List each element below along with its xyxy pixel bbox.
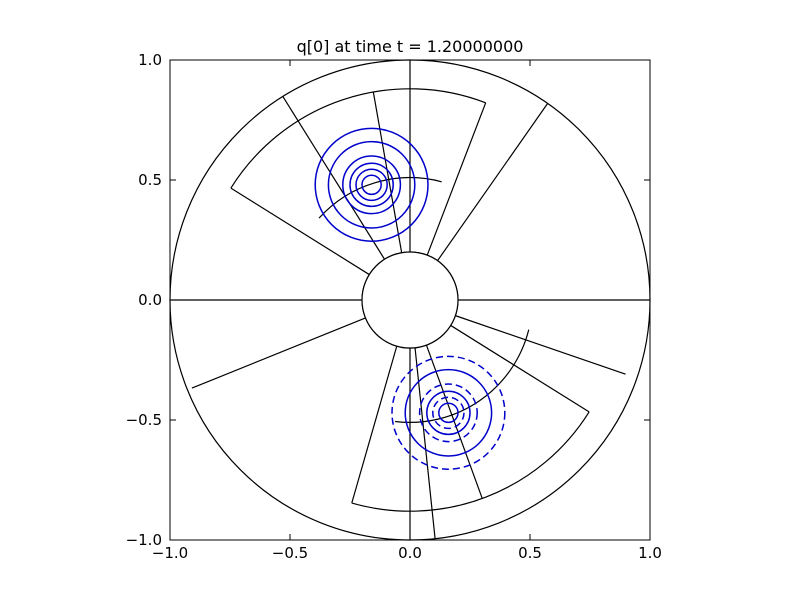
x-tick-label: 0.0 [398,544,422,562]
contour-line [342,155,402,215]
patch-inner-arc [395,329,530,423]
contour-line [418,383,478,443]
y-tick-label: −1.0 [126,531,162,549]
contour-line [314,127,429,242]
x-tick-label: −1.0 [152,544,188,562]
contour-line [426,390,471,436]
x-tick-label: 0.5 [518,544,542,562]
mesh-radial-line [455,315,626,375]
x-axis-ticks: −1.0 −0.5 0.0 0.5 1.0 [152,60,662,562]
patch-edge-line [351,345,398,504]
y-tick-label: −0.5 [126,411,162,429]
mesh-radial-line [414,347,436,539]
contour-line [432,396,465,430]
contour-line [404,368,493,457]
contour-line [361,174,382,196]
contour-line [327,140,416,229]
contour-line [438,402,459,424]
y-tick-label: 0.0 [138,291,162,309]
patch-inner-arc [318,177,442,219]
chart-title: q[0] at time t = 1.20000000 [297,37,524,56]
plot-content [169,59,651,541]
mesh-radial-line [425,344,483,499]
patch-edge-line [450,324,590,413]
y-axis-ticks: −1.0 −0.5 0.0 0.5 1.0 [126,51,650,549]
patch-edge-line [230,187,370,276]
mesh-radial-line [372,91,403,253]
inner-boundary-circle-top [361,251,459,349]
contour-line [349,162,394,208]
patch-edge-line [426,102,487,256]
contour-line [391,355,506,470]
mesh-radial-line [437,103,549,262]
mesh-radial-line [191,317,366,389]
y-tick-label: 0.5 [138,171,162,189]
x-tick-label: 1.0 [638,544,662,562]
x-tick-label: −0.5 [272,544,308,562]
mesh-radial-line [282,96,386,260]
patch-outer-arc [230,88,486,189]
contour-line [355,168,388,202]
patch-outer-arc [351,411,590,512]
y-tick-label: 1.0 [138,51,162,69]
